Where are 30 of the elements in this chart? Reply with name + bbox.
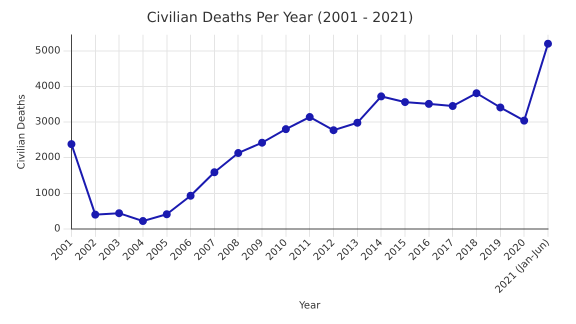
point (234, 149, 242, 158)
point (472, 89, 481, 98)
point (162, 210, 171, 218)
point (544, 40, 552, 48)
point (91, 210, 100, 219)
y-tick-label: 0 (54, 223, 60, 234)
point (448, 102, 457, 110)
point (353, 118, 362, 127)
y-axis-title: Civilian Deaths (16, 94, 28, 170)
point (67, 140, 76, 148)
point (282, 125, 290, 134)
point (138, 217, 147, 226)
y-tick-label: 3000 (34, 116, 60, 128)
point (520, 116, 528, 125)
point (115, 209, 124, 218)
point (258, 138, 266, 147)
y-tick-label: 2000 (34, 152, 60, 164)
point (377, 92, 386, 100)
y-tick-label: 1000 (34, 188, 60, 199)
point (424, 100, 433, 108)
point (306, 113, 314, 122)
point (330, 126, 338, 134)
x-axis-title: Year (298, 300, 322, 312)
point (210, 168, 218, 176)
y-tick-label: 5000 (34, 45, 60, 56)
point (186, 192, 195, 200)
point (496, 103, 504, 112)
y-tick-label: 4000 (34, 81, 60, 92)
chart-title: Civilian Deaths Per Year (2001 - 2021) (146, 10, 414, 26)
point (401, 98, 410, 106)
